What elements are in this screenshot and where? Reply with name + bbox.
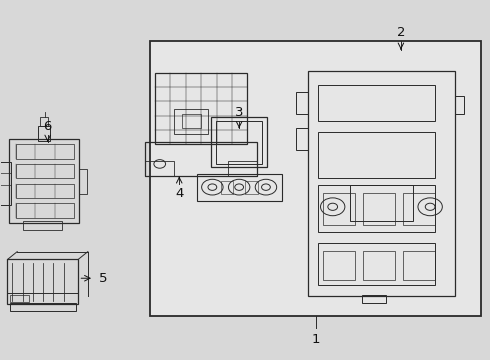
Bar xyxy=(182,114,201,128)
Bar xyxy=(220,181,233,194)
Bar xyxy=(10,303,75,311)
Bar xyxy=(350,185,413,221)
Bar xyxy=(403,193,435,225)
Text: 6: 6 xyxy=(44,120,52,133)
Text: 5: 5 xyxy=(99,272,107,285)
Bar xyxy=(403,251,435,280)
Bar xyxy=(318,243,435,285)
Bar xyxy=(174,109,208,134)
Bar xyxy=(323,193,355,225)
Bar xyxy=(79,169,87,194)
Bar xyxy=(228,161,257,176)
Bar xyxy=(455,96,464,114)
Bar xyxy=(16,203,74,217)
Bar xyxy=(16,164,74,178)
Text: 4: 4 xyxy=(175,187,183,200)
Bar xyxy=(9,139,79,223)
Bar xyxy=(296,93,308,114)
Bar xyxy=(318,132,435,178)
Bar xyxy=(318,185,435,232)
Bar xyxy=(145,143,257,176)
Bar xyxy=(318,85,435,121)
Bar xyxy=(16,184,74,198)
Text: 1: 1 xyxy=(312,333,320,346)
Bar xyxy=(363,251,394,280)
Bar xyxy=(323,251,355,280)
Bar xyxy=(362,296,386,303)
Bar xyxy=(0,162,11,205)
Bar xyxy=(363,193,394,225)
Bar xyxy=(38,126,50,141)
Bar xyxy=(245,181,258,194)
Bar xyxy=(150,41,481,316)
Bar xyxy=(16,144,74,158)
Text: 2: 2 xyxy=(397,26,405,39)
Bar xyxy=(211,117,267,167)
Bar xyxy=(308,71,455,296)
Bar xyxy=(10,295,29,302)
Bar xyxy=(216,121,262,164)
Bar xyxy=(145,161,174,176)
Text: 3: 3 xyxy=(235,105,244,118)
Bar xyxy=(40,117,48,126)
Bar xyxy=(155,73,247,144)
Bar xyxy=(24,221,62,230)
Bar xyxy=(7,260,78,304)
Bar xyxy=(296,128,308,150)
Bar xyxy=(196,174,282,201)
